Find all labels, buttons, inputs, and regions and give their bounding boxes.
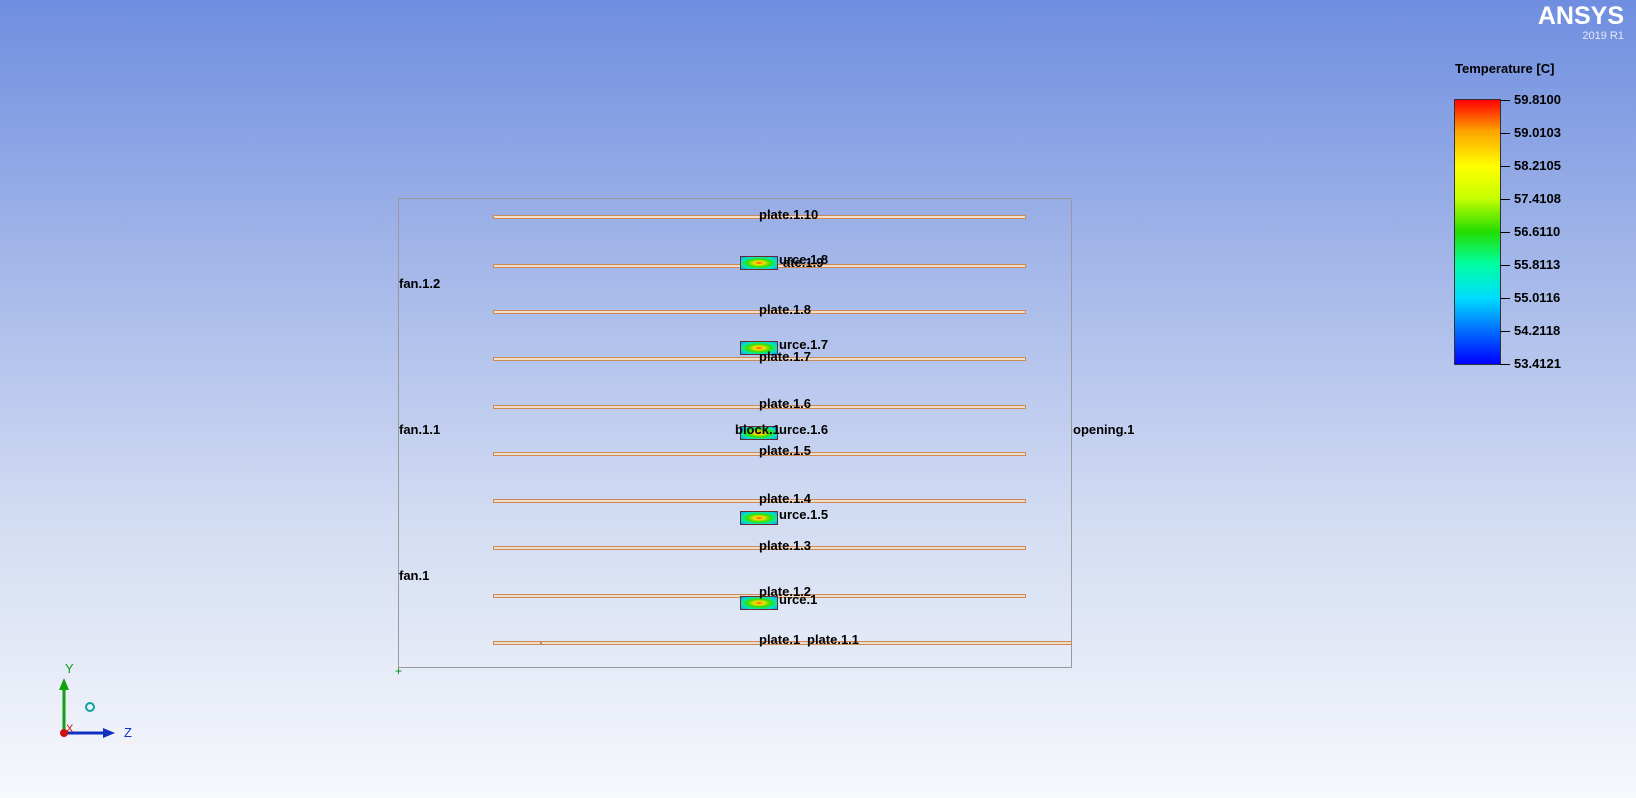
plate-1-8[interactable]	[493, 310, 1026, 314]
source-1-8[interactable]	[740, 256, 778, 270]
source-1-7[interactable]	[740, 341, 778, 355]
legend-value: 56.6110	[1514, 224, 1561, 239]
legend-value: 58.2105	[1514, 158, 1561, 173]
label-plate-1-3: plate.1.3	[759, 538, 812, 553]
x-axis-label: X	[66, 723, 74, 735]
legend-value: 55.0116	[1514, 290, 1561, 305]
label-source-1-5: urce.1.5	[779, 507, 829, 522]
label-plate-1-2: plate.1.2	[759, 584, 812, 599]
label-source-1-8: urce.1.8	[779, 252, 829, 267]
legend-tick	[1500, 298, 1510, 299]
source-1-5[interactable]	[740, 511, 778, 525]
label-plate-1-7: plate.1.7	[759, 349, 812, 364]
legend-value: 57.4108	[1514, 191, 1561, 206]
legend-tick	[1500, 331, 1510, 332]
cabinet-domain[interactable]	[398, 198, 1072, 668]
color-bar	[1454, 99, 1501, 365]
label-plate-1-8: plate.1.8	[759, 302, 812, 317]
label-block-1: block.1	[735, 422, 780, 437]
axis-triad[interactable]: Y Z X	[40, 660, 150, 760]
ansys-logo: ANSYS 2019 R1	[1538, 2, 1624, 42]
label-source-1: urce.1	[779, 592, 818, 607]
label-opening-1: opening.1	[1073, 422, 1135, 437]
plate-1-6[interactable]	[493, 405, 1026, 409]
label-source-1-7: urce.1.7	[779, 337, 829, 352]
plate-1-5[interactable]	[493, 452, 1026, 456]
plate-1-3[interactable]	[493, 546, 1026, 550]
legend-tick	[1500, 364, 1510, 365]
label-fan-1: fan.1	[399, 568, 430, 583]
label-fan-1-1: fan.1.1	[399, 422, 441, 437]
label-plate-1-1: plate.1.1	[807, 632, 860, 647]
label-plate-1-5: plate.1.5	[759, 443, 812, 458]
legend-value: 53.4121	[1514, 356, 1561, 371]
plate-1[interactable]	[493, 641, 541, 645]
legend-value: 55.8113	[1514, 257, 1561, 272]
legend-tick	[1500, 100, 1510, 101]
plate-1-10[interactable]	[493, 215, 1026, 219]
label-plate-1-4: plate.1.4	[759, 491, 812, 506]
axis-triad-icon	[59, 678, 115, 738]
legend-tick	[1500, 133, 1510, 134]
legend-tick	[1500, 166, 1510, 167]
plate-1-4[interactable]	[493, 499, 1026, 503]
legend-value: 59.8100	[1514, 92, 1561, 107]
z-axis-label: Z	[124, 725, 132, 740]
source-1[interactable]	[740, 596, 778, 610]
legend-tick	[1500, 265, 1510, 266]
legend-value: 54.2118	[1514, 323, 1561, 338]
legend-tick	[1500, 232, 1510, 233]
plate-1-7[interactable]	[493, 357, 1026, 361]
brand-name: ANSYS	[1537, 2, 1624, 30]
y-axis-label: Y	[65, 661, 74, 676]
plate-1-1[interactable]	[541, 641, 1072, 645]
label-plate-1-10: plate.1.10	[759, 207, 819, 222]
source-1-6[interactable]	[740, 426, 778, 440]
origin-marker-icon: +	[395, 664, 403, 678]
legend-tick	[1500, 199, 1510, 200]
brand-version: 2019 R1	[1582, 30, 1624, 42]
legend-value: 59.0103	[1514, 125, 1561, 140]
label-source-1-6: urce.1.6	[779, 422, 829, 437]
label-plate-1-9: ate.1.9	[783, 255, 824, 270]
temperature-legend: Temperature [C] 59.8100 59.0103 58.2105 …	[1450, 60, 1600, 380]
label-fan-1-2: fan.1.2	[399, 276, 441, 291]
legend-title: Temperature [C]	[1455, 61, 1555, 76]
label-plate-1-6: plate.1.6	[759, 396, 812, 411]
label-plate-1: plate.1	[759, 632, 801, 647]
